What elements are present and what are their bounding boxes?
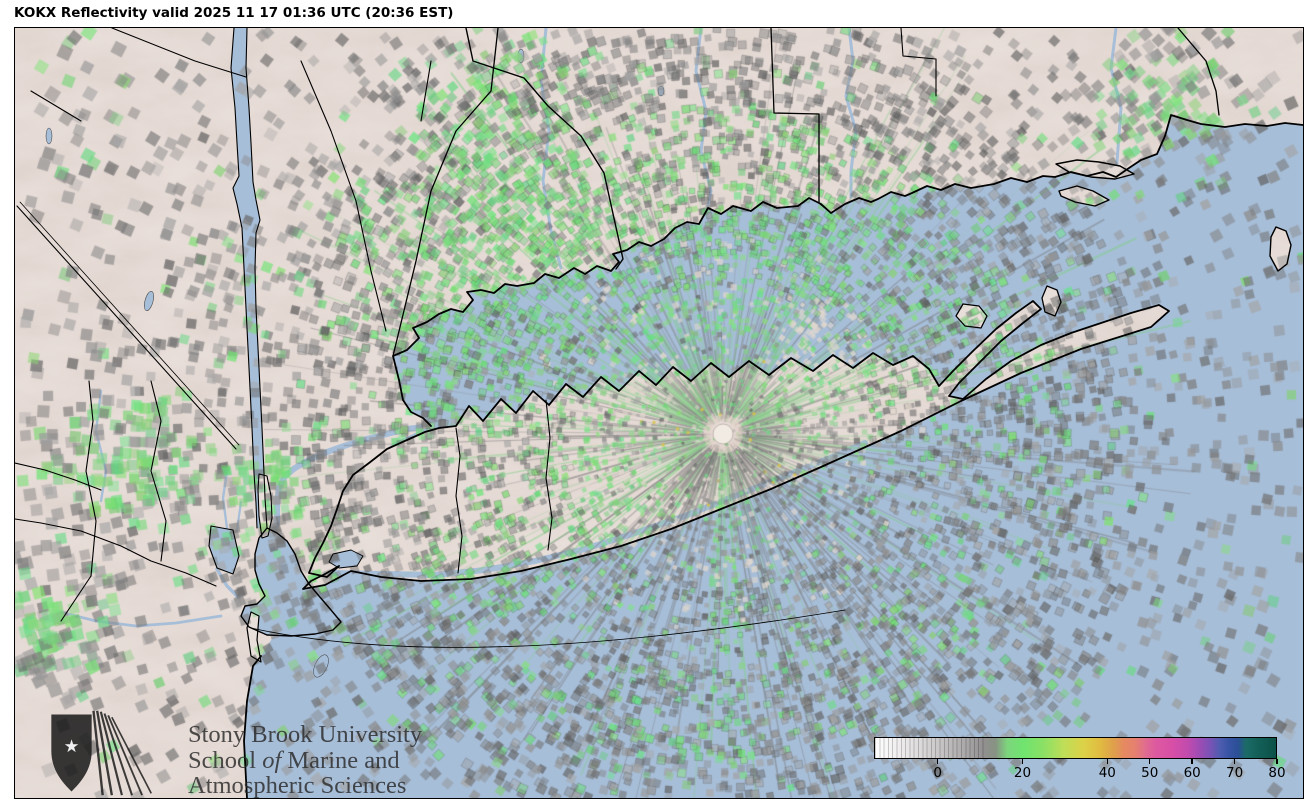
colorbar-discrete-stripes [875,738,988,758]
connecticut-coastline [392,114,1303,427]
colorbar-tick-label: 70 [1225,765,1244,781]
manhattan-outline [257,473,273,539]
fishers-island-outline [1055,159,1135,180]
colorbar-tick-label: 50 [1141,765,1159,781]
shelter-island-outline [955,303,988,329]
map-title: KOKX Reflectivity valid 2025 11 17 01:36… [14,5,454,21]
colorbar-tick-mark [1149,759,1151,764]
colorbar-tick-label: 60 [1183,765,1201,781]
gardiners-island-outline [1041,285,1062,317]
stony-brook-logo: ★ Stony Brook University School of Marin… [44,709,604,799]
jamaica-bay-outline [328,549,364,569]
county-boundaries [15,28,1220,622]
colorbar-tick-mark [936,759,939,764]
hudson-river-banks [230,28,268,529]
logo-text: Stony Brook University School of Marine … [188,721,423,799]
colorbar-gradient [874,737,1277,759]
stony-brook-shield-icon: ★ [51,710,152,796]
shield-rays-icon [92,710,152,796]
reflectivity-colorbar: 0 20 40 50 60 70 80 [874,737,1286,797]
colorbar-tick-mark [1233,759,1236,764]
colorbar-tick-mark [1191,759,1193,764]
nj-coastline [243,655,262,798]
colorbar-tick-mark [1276,759,1278,764]
logo-line-1: Stony Brook University [188,721,423,748]
colorbar-tick-label: 0 [933,765,942,781]
colorbar-tick-label: 20 [1013,765,1032,781]
sandy-hook-outline [246,611,262,663]
block-island-outline [1269,226,1292,272]
colorbar-tick-mark [1021,759,1024,764]
harbor-shoreline [240,527,342,637]
plum-island-outline [1058,185,1110,207]
long-island-coastline [302,300,1170,590]
colorbar-tick-mark [1106,759,1108,764]
colorbar-tick-label: 40 [1098,765,1116,781]
logo-line-3: Atmospheric Sciences [188,772,407,799]
newark-bay-shoreline [208,525,240,575]
svg-text:★: ★ [64,737,80,757]
colorbar-tick-label: 80 [1268,765,1286,781]
radar-echo-layer [15,28,1303,798]
logo-line-2: School of Marine and [188,746,400,774]
radar-map: 0 20 40 50 60 70 80 ★ [14,27,1304,799]
map-stroke-layer [15,28,1303,798]
offshore-boundary-line [250,609,846,648]
